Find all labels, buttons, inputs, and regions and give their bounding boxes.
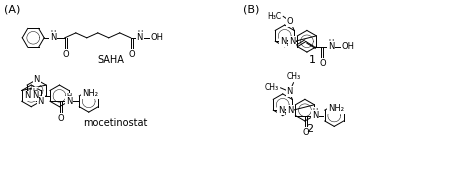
- Text: (A): (A): [4, 4, 21, 14]
- Text: H: H: [32, 88, 37, 94]
- Text: N: N: [50, 33, 56, 42]
- Text: N: N: [287, 106, 293, 115]
- Text: N: N: [286, 87, 293, 96]
- Text: N: N: [328, 42, 334, 51]
- Text: H: H: [137, 30, 142, 36]
- Text: (B): (B): [243, 4, 259, 14]
- Text: N: N: [289, 37, 295, 46]
- Text: O: O: [303, 128, 310, 137]
- Text: H: H: [312, 108, 318, 114]
- Text: OH: OH: [150, 33, 164, 42]
- Text: N: N: [280, 37, 286, 46]
- Text: NH₂: NH₂: [328, 104, 344, 113]
- Text: mocetinostat: mocetinostat: [83, 117, 148, 128]
- Text: N: N: [34, 75, 40, 84]
- Text: O: O: [57, 114, 64, 123]
- Text: N: N: [137, 33, 143, 42]
- Text: OH: OH: [342, 42, 355, 51]
- Text: H₃C: H₃C: [267, 12, 281, 21]
- Text: N: N: [66, 97, 73, 106]
- Text: N: N: [37, 97, 44, 106]
- Text: 2: 2: [306, 124, 313, 134]
- Text: NH₂: NH₂: [82, 89, 98, 98]
- Text: CH₃: CH₃: [286, 72, 301, 81]
- Text: O: O: [319, 59, 326, 68]
- Text: N: N: [278, 106, 284, 115]
- Text: N: N: [32, 91, 38, 100]
- Text: N: N: [311, 111, 318, 120]
- Text: H: H: [67, 93, 72, 99]
- Text: N: N: [24, 91, 30, 100]
- Text: CH₃: CH₃: [264, 83, 279, 92]
- Text: SAHA: SAHA: [97, 54, 124, 65]
- Text: H: H: [328, 39, 334, 45]
- Text: O: O: [287, 17, 293, 26]
- Text: H: H: [51, 30, 56, 36]
- Text: 1: 1: [309, 55, 315, 65]
- Text: O: O: [128, 50, 135, 59]
- Text: O: O: [63, 50, 69, 59]
